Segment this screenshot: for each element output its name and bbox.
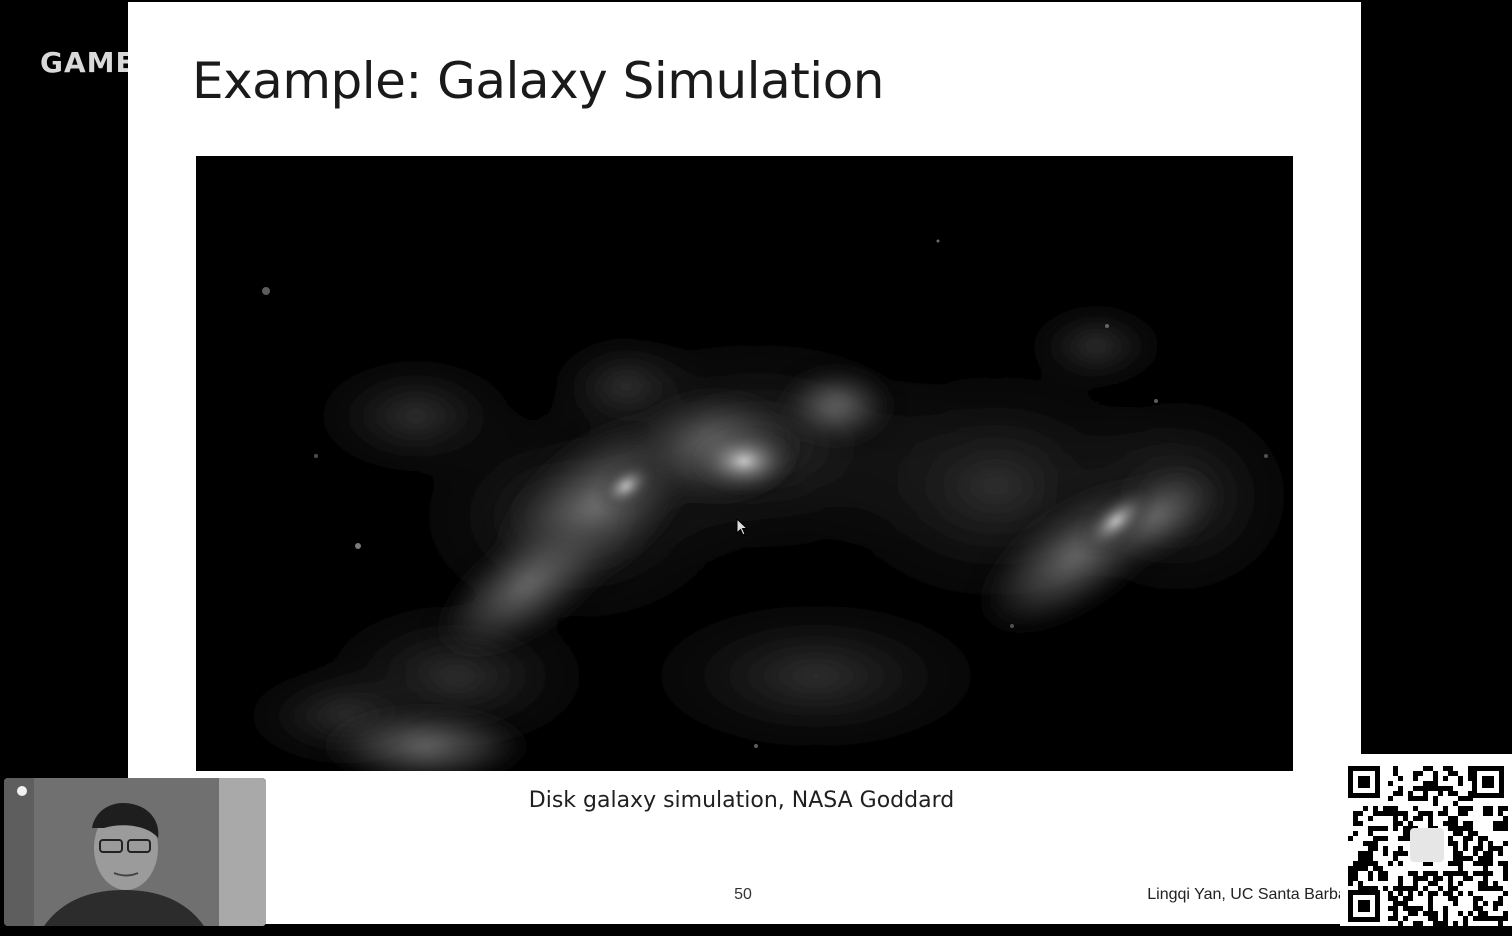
presentation-slide: Example: Galaxy Simulation — [128, 2, 1361, 924]
galaxy-image — [196, 156, 1293, 771]
slide-title: Example: Galaxy Simulation — [192, 52, 884, 110]
qr-modules — [1348, 766, 1508, 926]
qr-code[interactable] — [1340, 754, 1512, 926]
qr-code-image — [1340, 754, 1512, 926]
caption-text: Disk galaxy simulation, NASA Goddard — [528, 788, 955, 813]
slide-page-number: 50 — [734, 886, 752, 903]
presenter-image — [4, 778, 266, 926]
stars — [262, 239, 1268, 748]
game-logo: GAME — [40, 46, 136, 79]
recording-indicator-icon — [17, 786, 27, 796]
slide-credit: Lingqi Yan, UC Santa Barbara — [1147, 886, 1361, 903]
mouse-cursor-icon — [736, 518, 749, 536]
galaxy-cores — [597, 426, 1154, 555]
galaxy-simulation-video[interactable] — [196, 156, 1293, 771]
presenter-webcam — [4, 778, 266, 926]
qr-finder-patterns — [1348, 766, 1504, 922]
qr-center-logo-icon — [1410, 828, 1444, 862]
video-caption: Disk galaxy simulation, NASA Goddard — [128, 788, 1361, 813]
